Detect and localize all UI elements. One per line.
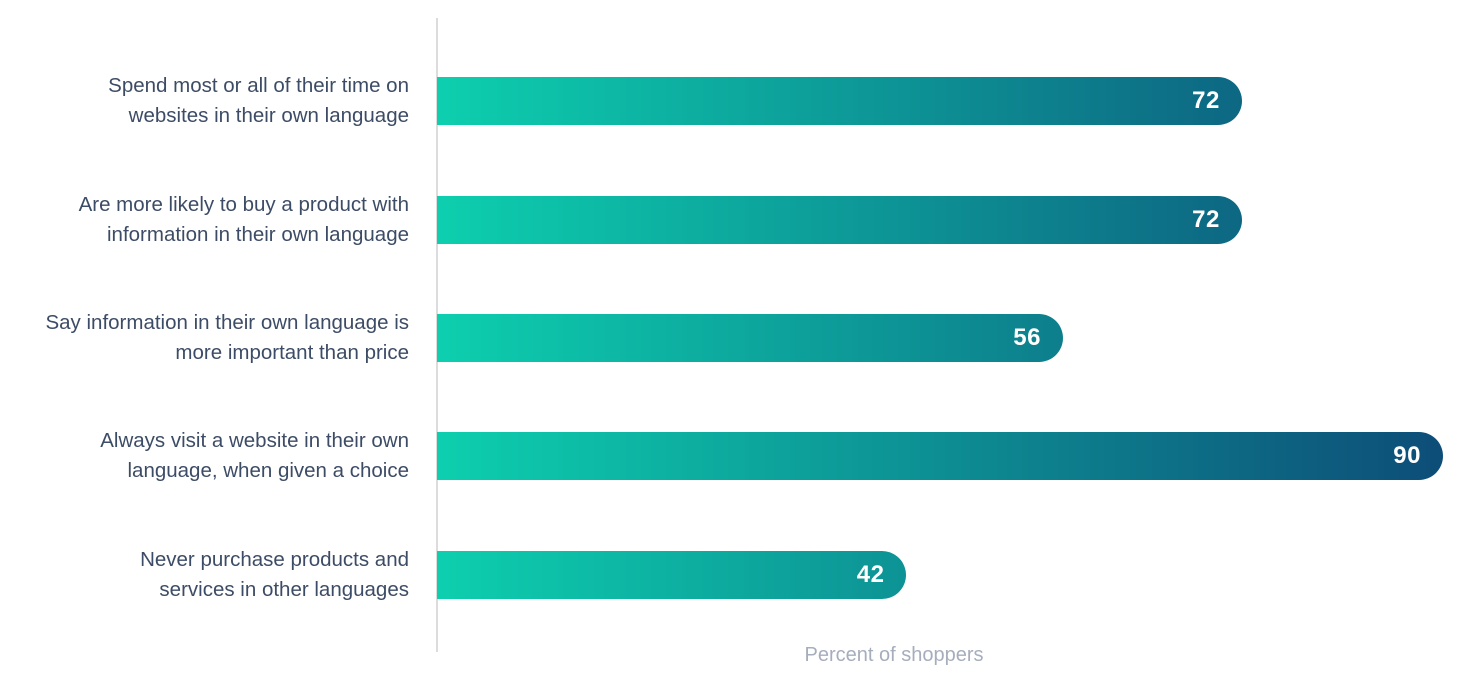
bar-value-label: 72 — [1192, 205, 1220, 233]
category-label: Are more likely to buy a product with in… — [78, 192, 409, 246]
bar[interactable]: 72 — [437, 195, 1242, 244]
bar-track: 56 — [437, 313, 1443, 362]
bar[interactable]: 90 — [437, 432, 1443, 481]
category-label: Say information in their own language is… — [45, 310, 409, 364]
bar-row: Are more likely to buy a product with in… — [0, 160, 1480, 278]
bar-row: Say information in their own language is… — [0, 279, 1480, 397]
bar[interactable]: 56 — [437, 313, 1063, 362]
x-axis-label: Percent of shoppers — [804, 644, 984, 666]
bar-track: 72 — [437, 77, 1443, 126]
bar[interactable]: 72 — [437, 77, 1242, 126]
bar-track: 72 — [437, 195, 1443, 244]
bar-row: Never purchase products and services in … — [0, 516, 1480, 634]
bar-value-label: 56 — [1013, 323, 1041, 351]
bar[interactable]: 42 — [437, 550, 907, 599]
bar-value-label: 90 — [1393, 442, 1421, 470]
bar-track: 90 — [437, 432, 1443, 481]
category-label: Never purchase products and services in … — [140, 547, 409, 601]
category-label: Spend most or all of their time on websi… — [108, 74, 409, 128]
category-label: Always visit a website in their own lang… — [100, 429, 409, 483]
bar-value-label: 72 — [1192, 87, 1220, 115]
bar-value-label: 42 — [856, 560, 885, 588]
bar-row: Spend most or all of their time on websi… — [0, 42, 1480, 160]
bar-rows: Spend most or all of their time on websi… — [0, 42, 1480, 634]
bar-row: Always visit a website in their own lang… — [0, 397, 1480, 515]
bar-track: 42 — [437, 550, 1443, 599]
